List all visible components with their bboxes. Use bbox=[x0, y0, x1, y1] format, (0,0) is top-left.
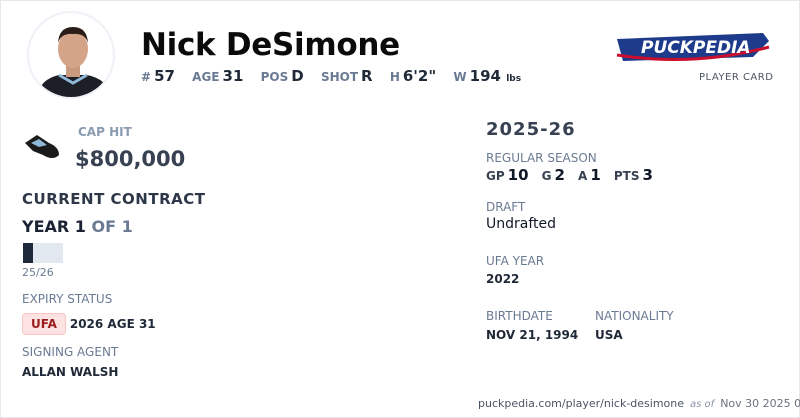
ufa-year-value: 2022 bbox=[486, 272, 520, 286]
contract-progress-fill bbox=[23, 243, 33, 263]
cap-hit-label: CAP HIT bbox=[78, 125, 132, 139]
height-label: H bbox=[389, 70, 400, 84]
birthdate-label: BIRTHDATE bbox=[486, 309, 553, 323]
of-label: OF 1 bbox=[91, 217, 133, 236]
age-value: 31 bbox=[222, 67, 244, 85]
team-logo-icon bbox=[23, 133, 63, 167]
signing-agent: ALLAN WALSH bbox=[22, 365, 119, 379]
draft-label: DRAFT bbox=[486, 200, 526, 214]
regular-season-label: REGULAR SEASON bbox=[486, 151, 597, 165]
weight-unit: lbs bbox=[506, 74, 522, 84]
ufa-year-label: UFA YEAR bbox=[486, 254, 545, 268]
current-contract-title: CURRENT CONTRACT bbox=[22, 190, 206, 208]
draft-value: Undrafted bbox=[486, 216, 557, 232]
ufa-badge: UFA bbox=[22, 313, 66, 335]
player-name: Nick DeSimone bbox=[141, 27, 400, 63]
weight-label: W bbox=[453, 70, 467, 84]
number-value: 57 bbox=[154, 67, 175, 85]
contract-season: 25/26 bbox=[22, 266, 54, 279]
pos-value: D bbox=[291, 67, 304, 85]
pts-label: PTS bbox=[613, 169, 640, 183]
season-title: 2025-26 bbox=[486, 119, 576, 140]
g-label: G bbox=[541, 169, 552, 183]
as-of-label: as of bbox=[690, 399, 715, 410]
g-value: 2 bbox=[554, 166, 565, 184]
a-label: A bbox=[578, 169, 588, 183]
svg-text:PUCKPEDIA: PUCKPEDIA bbox=[641, 38, 751, 58]
shot-label: SHOT bbox=[320, 70, 359, 84]
weight-value: 194 bbox=[469, 67, 501, 85]
player-avatar bbox=[27, 11, 115, 99]
pts-value: 3 bbox=[642, 166, 653, 184]
nationality-value: USA bbox=[595, 328, 623, 342]
as-of-date: Nov 30 2025 00:20ET bbox=[720, 397, 800, 410]
contract-year: YEAR 1 OF 1 bbox=[22, 217, 133, 236]
number-label: # bbox=[141, 70, 152, 84]
signing-agent-label: SIGNING AGENT bbox=[22, 345, 119, 359]
height-value: 6'2" bbox=[402, 67, 437, 85]
pos-label: POS bbox=[260, 70, 289, 84]
birthdate-value: NOV 21, 1994 bbox=[486, 328, 579, 342]
expiry-status: UFA 2026 AGE 31 bbox=[22, 313, 156, 335]
age-label: AGE bbox=[192, 70, 220, 84]
gp-value: 10 bbox=[507, 166, 529, 184]
player-bio-stats: #57 AGE 31 POS D SHOT R H 6'2" W 194 lbs bbox=[141, 67, 521, 85]
player-card-label: PLAYER CARD bbox=[699, 72, 774, 83]
a-value: 1 bbox=[590, 166, 601, 184]
cap-hit-value: $800,000 bbox=[75, 147, 186, 171]
footer: puckpedia.com/player/nick-desimone as of N… bbox=[478, 397, 800, 410]
shot-value: R bbox=[361, 67, 373, 85]
player-url[interactable]: puckpedia.com/player/nick-desimone bbox=[478, 397, 685, 410]
nationality-label: NATIONALITY bbox=[595, 309, 674, 323]
puckpedia-logo: PUCKPEDIA bbox=[613, 27, 773, 67]
year-label: YEAR 1 bbox=[22, 217, 86, 236]
expiry-status-label: EXPIRY STATUS bbox=[22, 292, 113, 306]
gp-label: GP bbox=[486, 169, 505, 183]
contract-progress-bar bbox=[23, 243, 63, 263]
expiry-detail: 2026 AGE 31 bbox=[69, 317, 156, 331]
